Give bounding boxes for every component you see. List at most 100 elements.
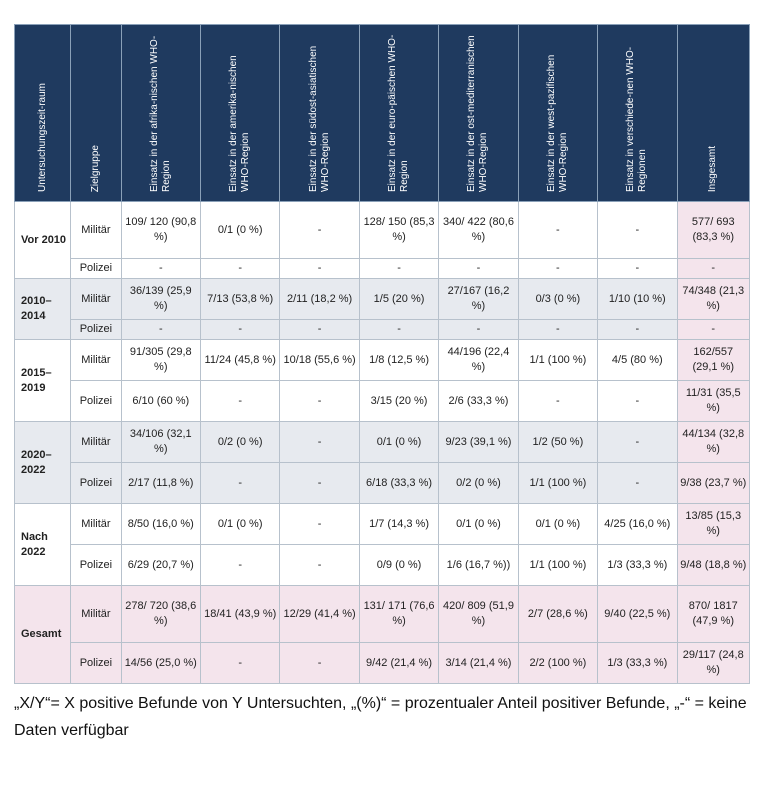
data-cell: 2/7 (28,6 %): [517, 585, 599, 643]
table-row: Polizei 6/29 (20,7 %) - -0/9 (0 %) 1/6 (16,7…: [15, 544, 751, 586]
total-cell: 9/48 (18,8 %): [676, 544, 751, 586]
data-cell: 8/50 (16,0 %): [120, 503, 201, 545]
footnote: „X/Y“= X positive Befunde von Y Untersuc…: [14, 695, 747, 739]
table-row: Vor 2010 Militär 109/ 120 (90,8 %) 0/1 (0 %…: [13, 201, 751, 279]
data-cell: -: [279, 258, 360, 279]
column-header: Einsatz in der ost-mediterranischen WHO-…: [438, 24, 519, 202]
data-cell: -: [438, 319, 519, 340]
data-cell: -: [120, 258, 201, 279]
target-group: Militär: [70, 278, 122, 320]
data-cell: 0/1 (0 %): [517, 503, 599, 545]
column-header-label: Einsatz in der afrika-nischen WHO-Region: [148, 35, 172, 192]
data-cell: -: [597, 462, 678, 504]
data-cell: 1/6 (16,7 %)): [438, 544, 519, 586]
results-table: Untersuchungszeit-raum Zielgruppe Einsatz …: [13, 24, 751, 684]
data-cell: 18/41 (43,9 %): [199, 585, 281, 643]
total-cell: 577/ 693 (83,3 %): [676, 201, 751, 259]
target-group: Polizei: [70, 258, 122, 279]
period-label: 2015– 2019: [13, 339, 72, 422]
period-label: Gesamt: [13, 585, 72, 684]
column-header-label: Einsatz in der ost-mediterranischen WHO-…: [466, 35, 490, 192]
data-cell: 2/11 (18,2 %): [279, 278, 360, 320]
table-row: Polizei 2/17 (11,8 %) - -6/18 (33,3 %) 0/2 (…: [15, 462, 751, 504]
column-header-label: Einsatz in verschiede-nen WHO-Regionen: [625, 46, 649, 192]
column-header-label: Einsatz in der südost-asiatischen WHO-Re…: [307, 45, 331, 192]
data-cell: -: [517, 319, 599, 340]
total-cell: 162/557 (29,1 %): [676, 339, 751, 381]
target-group: Militär: [70, 503, 122, 545]
data-cell: 1/3 (33,3 %): [597, 544, 678, 586]
data-cell: 1/1 (100 %): [517, 339, 599, 381]
column-header: Untersuchungszeit-raum: [13, 24, 72, 202]
total-cell: 74/348 (21,3 %): [676, 278, 751, 320]
table-row: 2020– 2022 Militär 34/106 (32,1 %) 0/2 (0 %…: [13, 421, 751, 504]
column-header-label: Einsatz in der euro-päischen WHO-Region: [387, 34, 411, 192]
data-cell: 9/42 (21,4 %): [358, 642, 440, 684]
period-label: Vor 2010: [13, 201, 72, 279]
data-cell: -: [517, 380, 599, 422]
column-header-label: Insgesamt: [707, 145, 719, 192]
data-cell: -: [358, 258, 440, 279]
data-cell: 7/13 (53,8 %): [199, 278, 281, 320]
data-cell: 0/1 (0 %): [199, 201, 281, 259]
data-cell: 91/305 (29,8 %): [120, 339, 201, 381]
data-cell: 6/10 (60 %): [120, 380, 201, 422]
column-header: Einsatz in der west-pazifischen WHO-Regi…: [517, 24, 599, 202]
data-cell: 1/3 (33,3 %): [597, 642, 678, 684]
data-cell: 0/1 (0 %): [438, 503, 519, 545]
total-cell: 9/38 (23,7 %): [676, 462, 751, 504]
data-cell: 2/6 (33,3 %): [438, 380, 519, 422]
data-cell: -: [438, 258, 519, 279]
table-row: 2010– 2014 Militär 36/139 (25,9 %) 7/13 (53…: [13, 278, 751, 340]
target-group: Polizei: [70, 642, 122, 684]
target-group: Polizei: [70, 319, 122, 340]
data-cell: 128/ 150 (85,3 %): [358, 201, 440, 259]
data-cell: 6/29 (20,7 %): [120, 544, 201, 586]
data-cell: -: [279, 462, 360, 504]
total-cell: 44/134 (32,8 %): [676, 421, 751, 463]
data-cell: 0/2 (0 %): [438, 462, 519, 504]
data-cell: 0/1 (0 %): [199, 503, 281, 545]
data-cell: 340/ 422 (80,6 %): [438, 201, 519, 259]
data-cell: 36/139 (25,9 %): [120, 278, 201, 320]
target-group: Militär: [70, 201, 122, 259]
data-cell: 14/56 (25,0 %): [120, 642, 201, 684]
data-cell: 27/167 (16,2 %): [438, 278, 519, 320]
header-row: Untersuchungszeit-raum Zielgruppe Einsatz …: [13, 24, 751, 202]
data-cell: -: [358, 319, 440, 340]
data-cell: 34/106 (32,1 %): [120, 421, 201, 463]
data-cell: 131/ 171 (76,6 %): [358, 585, 440, 643]
data-cell: -: [597, 258, 678, 279]
total-cell: 29/117 (24,8 %): [676, 642, 751, 684]
total-cell: -: [676, 258, 751, 279]
data-cell: 2/2 (100 %): [517, 642, 599, 684]
data-cell: 11/24 (45,8 %): [199, 339, 281, 381]
table-row: Polizei - - - - - - - -: [15, 258, 751, 279]
target-group: Militär: [70, 585, 122, 643]
target-group: Militär: [70, 421, 122, 463]
column-header-label: Einsatz in der amerika-nischen WHO-Regio…: [228, 55, 252, 192]
column-header-label: Einsatz in der west-pazifischen WHO-Regi…: [545, 54, 569, 192]
data-cell: 0/1 (0 %): [358, 421, 440, 463]
data-cell: 9/40 (22,5 %): [597, 585, 678, 643]
data-cell: 6/18 (33,3 %): [358, 462, 440, 504]
data-cell: 278/ 720 (38,6 %): [120, 585, 201, 643]
data-cell: 0/2 (0 %): [199, 421, 281, 463]
data-cell: 44/196 (22,4 %): [438, 339, 519, 381]
data-cell: 4/5 (80 %): [597, 339, 678, 381]
table-row: Nach 2022 Militär 8/50 (16,0 %) 0/1 (0 %) -1…: [13, 503, 751, 586]
column-header: Einsatz in der amerika-nischen WHO-Regio…: [199, 24, 281, 202]
column-header: Einsatz in der euro-päischen WHO-Region: [358, 24, 440, 202]
data-cell: -: [199, 319, 281, 340]
table-figure: Untersuchungszeit-raum Zielgruppe Einsatz …: [13, 24, 751, 744]
data-cell: -: [279, 201, 360, 259]
data-cell: -: [279, 421, 360, 463]
total-cell: 13/85 (15,3 %): [676, 503, 751, 545]
target-group: Militär: [70, 339, 122, 381]
table-row: 2015– 2019 Militär 91/305 (29,8 %) 11/24 (4…: [13, 339, 751, 422]
column-header: Zielgruppe: [70, 24, 122, 202]
data-cell: -: [597, 201, 678, 259]
column-header: Einsatz in der afrika-nischen WHO-Region: [120, 24, 201, 202]
target-group: Polizei: [70, 462, 122, 504]
data-cell: 420/ 809 (51,9 %): [438, 585, 519, 643]
